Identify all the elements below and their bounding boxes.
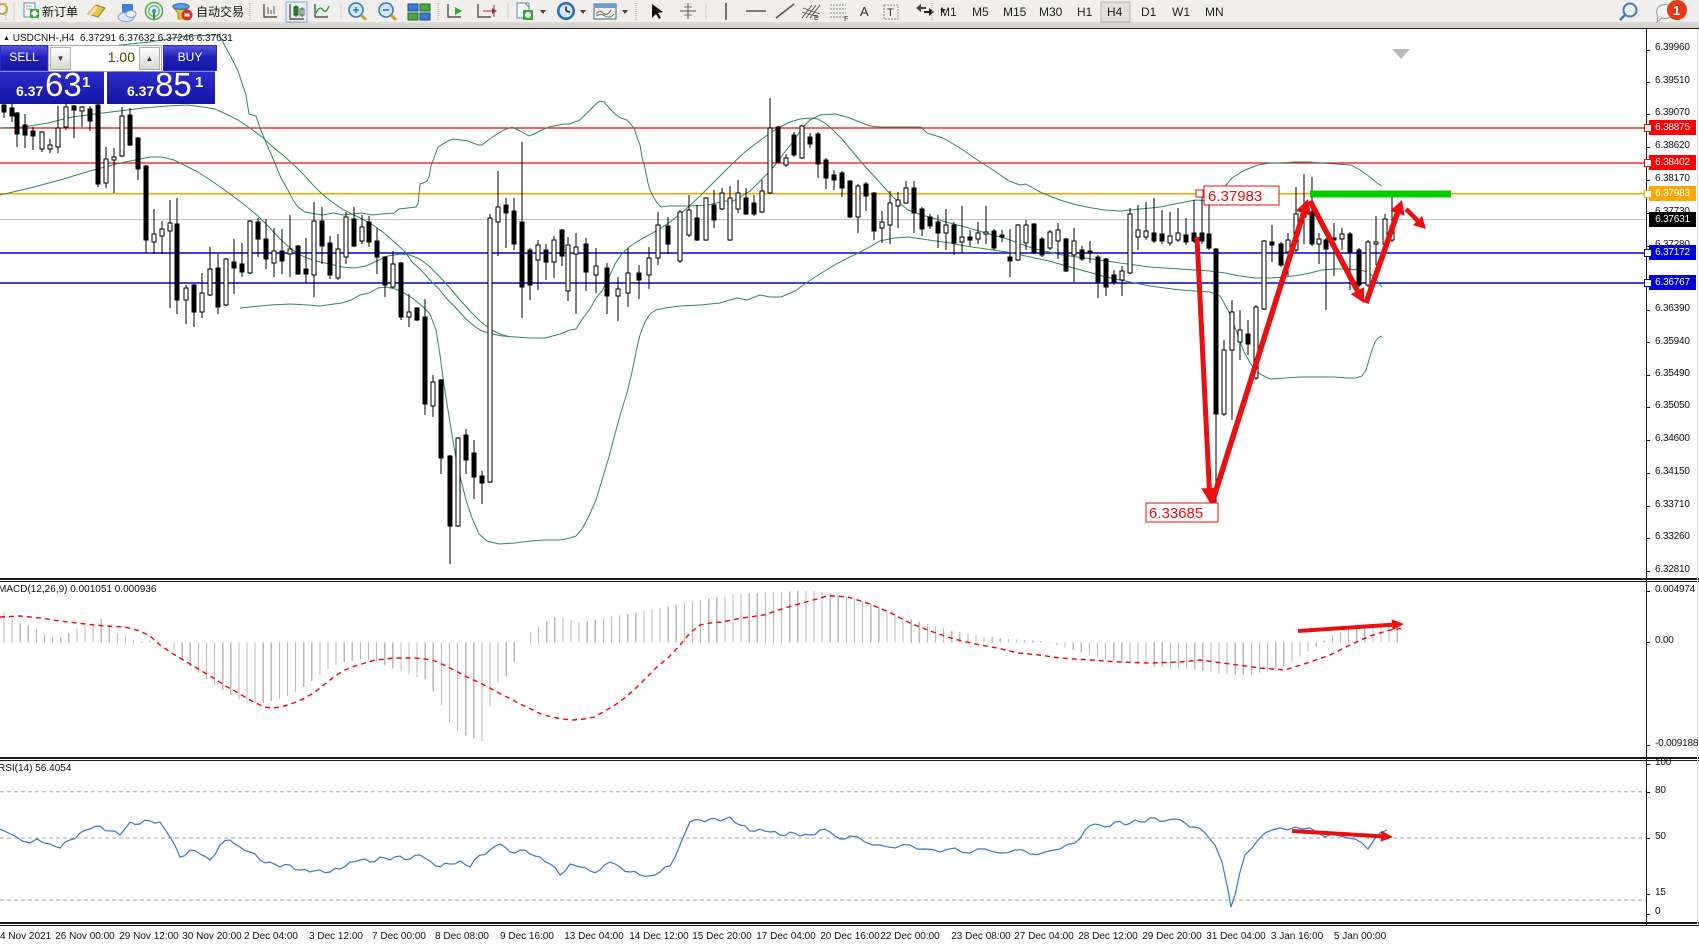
svg-text:M15: M15 — [1003, 5, 1027, 19]
svg-text:D1: D1 — [1141, 5, 1157, 19]
svg-text:W1: W1 — [1172, 5, 1190, 19]
svg-text:F: F — [844, 16, 848, 23]
svg-text:A: A — [860, 4, 869, 19]
svg-text:新订单: 新订单 — [42, 4, 78, 19]
svg-text:6.37983: 6.37983 — [1208, 188, 1262, 205]
svg-text:H4: H4 — [1107, 5, 1123, 19]
svg-text:M5: M5 — [972, 5, 989, 19]
svg-text:MN: MN — [1205, 5, 1224, 19]
svg-text:H1: H1 — [1077, 5, 1093, 19]
svg-text:6.33685: 6.33685 — [1149, 505, 1203, 522]
svg-text:M1: M1 — [940, 5, 957, 19]
svg-text:1: 1 — [1673, 3, 1680, 18]
svg-text:自动交易: 自动交易 — [196, 4, 244, 19]
svg-text:M30: M30 — [1039, 5, 1063, 19]
svg-text:E: E — [814, 15, 819, 22]
svg-text:T: T — [887, 7, 894, 19]
